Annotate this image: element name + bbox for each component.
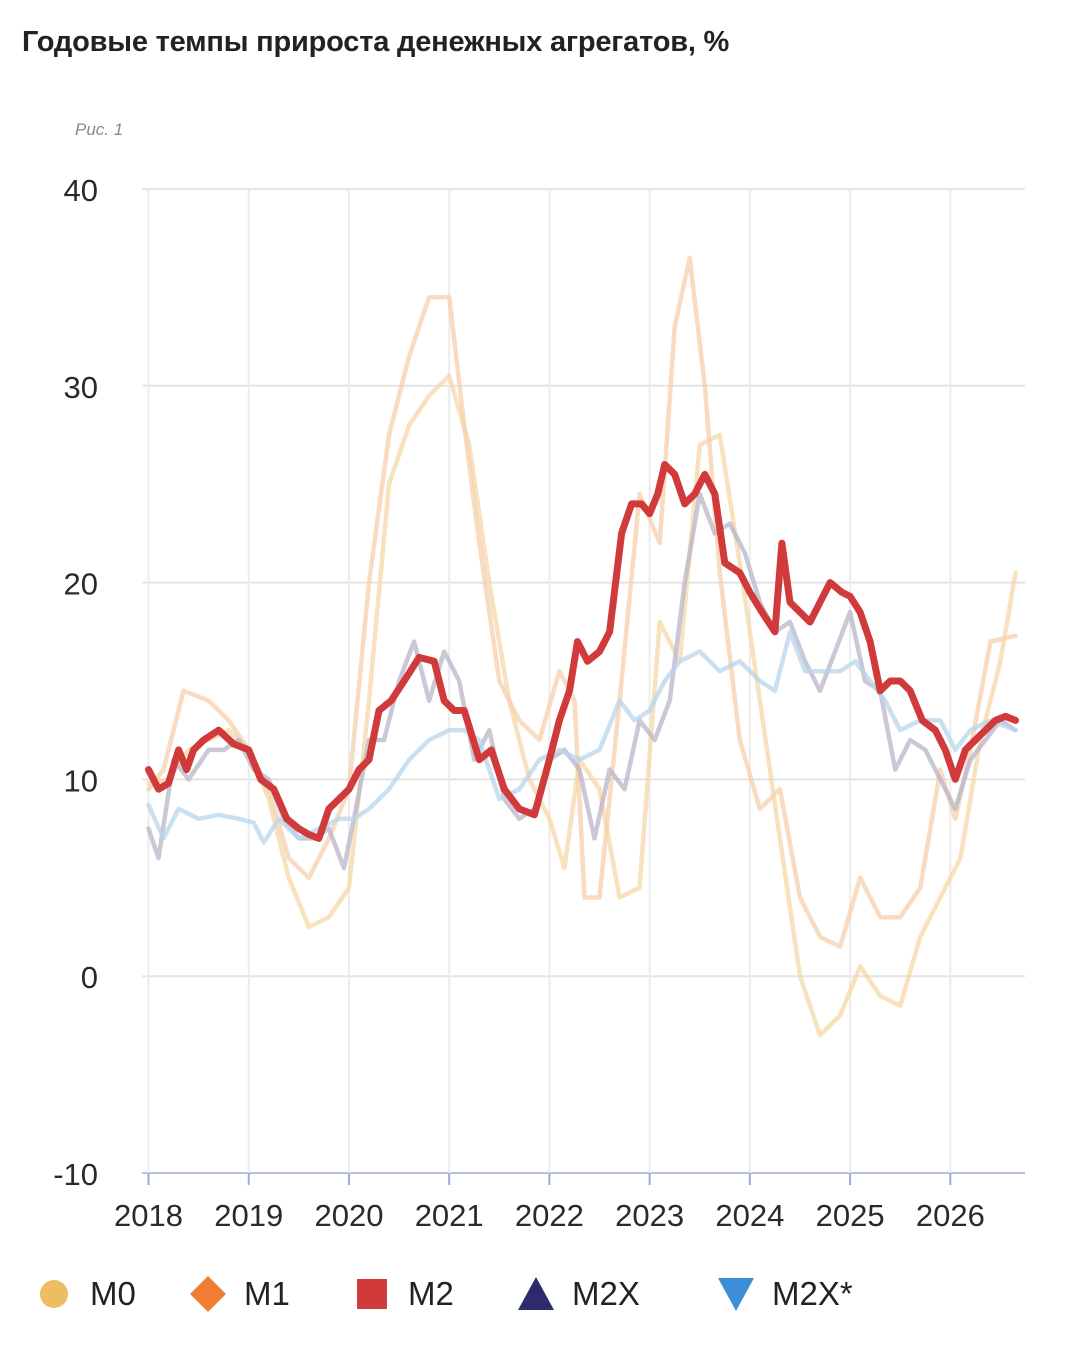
legend-label: M2X* <box>772 1275 853 1312</box>
legend-label: M2X <box>572 1275 640 1312</box>
legend-marker-shape <box>718 1278 754 1311</box>
y-tick-label: 10 <box>64 763 98 798</box>
diamond-icon <box>188 1274 228 1314</box>
y-tick-label: -10 <box>53 1157 98 1192</box>
legend-label: M2 <box>408 1275 454 1312</box>
series-layer <box>145 255 1019 1038</box>
y-tick-label: 20 <box>64 567 98 602</box>
legend-label: M1 <box>244 1275 290 1312</box>
series-line-m2x-star <box>146 629 1018 845</box>
y-tick-label: 0 <box>81 960 98 995</box>
chart-title: Годовые темпы прироста денежных агрегато… <box>22 26 730 58</box>
legend-marker-shape <box>357 1279 387 1309</box>
x-tick-label: 2026 <box>916 1198 985 1233</box>
series-line-m2 <box>145 461 1019 842</box>
series-line-m1 <box>146 255 1018 949</box>
legend: M0 M1 M2 M2X M2X* <box>0 1264 1080 1324</box>
legend-marker-shape <box>190 1276 226 1312</box>
x-tick-label: 2020 <box>314 1198 383 1233</box>
legend-item-m2x-star[interactable]: M2X* <box>716 1264 853 1324</box>
legend-marker-shape <box>40 1280 68 1308</box>
x-tick-label: 2025 <box>816 1198 885 1233</box>
legend-item-m1[interactable]: M1 <box>188 1264 290 1324</box>
x-tick-label: 2022 <box>515 1198 584 1233</box>
triangle-down-icon <box>716 1274 756 1314</box>
x-tick-label: 2024 <box>715 1198 784 1233</box>
grid-layer <box>142 188 1025 1174</box>
legend-label: M0 <box>90 1275 136 1312</box>
x-tick-label: 2018 <box>114 1198 183 1233</box>
triangle-up-icon <box>516 1274 556 1314</box>
y-tick-label: 30 <box>64 370 98 405</box>
axis-layer: 40 30 20 10 0 -10 2018 2019 2020 2021 2022 2023 2024… <box>53 173 985 1233</box>
circle-icon <box>34 1274 74 1314</box>
x-tick-label: 2021 <box>415 1198 484 1233</box>
legend-item-m2[interactable]: M2 <box>352 1264 454 1324</box>
square-icon <box>352 1274 392 1314</box>
legend-marker-shape <box>518 1277 554 1310</box>
y-tick-label: 40 <box>64 173 98 208</box>
legend-item-m2x[interactable]: M2X <box>516 1264 640 1324</box>
legend-item-m0[interactable]: M0 <box>34 1264 136 1324</box>
x-tick-label: 2023 <box>615 1198 684 1233</box>
figure-label: Рис. 1 <box>75 120 124 139</box>
x-tick-label: 2019 <box>214 1198 283 1233</box>
